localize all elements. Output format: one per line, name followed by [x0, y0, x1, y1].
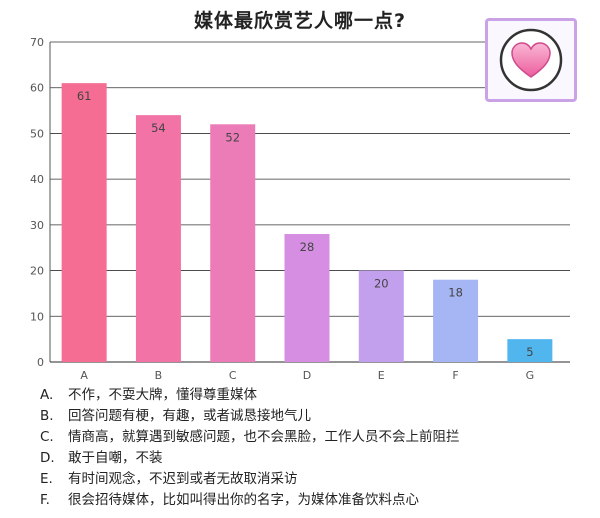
legend-letter: D.: [40, 450, 55, 466]
y-tick-label: 50: [30, 127, 44, 140]
legend-text: 有时间观念，不迟到或者无故取消采访: [68, 471, 298, 487]
bar-a: [61, 83, 107, 363]
legend-item-d: D. 敢于自嘲，不装: [40, 448, 595, 469]
chart-title: 媒体最欣赏艺人哪一点?: [193, 10, 407, 32]
bar-c: [210, 124, 256, 363]
legend-item-b: B. 回答问题有梗，有趣，或者诚恳接地气儿: [40, 406, 595, 427]
y-tick-label: 60: [30, 82, 44, 95]
legend-text: 不作，不耍大牌，懂得尊重媒体: [68, 387, 257, 403]
bar-value-label: 54: [151, 121, 166, 135]
x-tick-label: B: [155, 369, 163, 382]
y-tick-label: 70: [30, 36, 44, 49]
x-tick-label: E: [378, 369, 385, 382]
bar-chart: 0 10 20 30 40 50 60 70 61 A 54 B 52 C 28 D 20 E 18 F 5 G: [30, 36, 570, 382]
x-tick-label: A: [80, 369, 88, 382]
legend-letter: B.: [40, 408, 54, 424]
y-tick-label: 0: [37, 356, 44, 369]
bar-value-label: 5: [526, 345, 533, 359]
bar-value-label: 52: [225, 130, 240, 144]
legend-text: 回答问题有梗，有趣，或者诚恳接地气儿: [68, 408, 311, 424]
bar-value-label: 18: [448, 286, 463, 300]
legend-letter: A.: [40, 387, 54, 403]
x-tick-label: G: [526, 369, 535, 382]
legend-letter: E.: [40, 471, 53, 487]
legend-item-f: F. 很会招待媒体，比如叫得出你的名字，为媒体准备饮料点心: [40, 490, 595, 511]
y-tick-label: 10: [30, 310, 44, 323]
bar-value-label: 20: [374, 277, 389, 291]
legend-item-e: E. 有时间观念，不迟到或者无故取消采访: [40, 469, 595, 490]
bar-d: [284, 234, 330, 362]
legend-item-c: C. 情商高，就算遇到敏感问题，也不会黑脸，工作人员不会上前阻拦: [40, 427, 595, 448]
heart-icon: [499, 28, 563, 92]
legend-letter: C.: [40, 429, 54, 445]
bar-value-label: 61: [77, 89, 92, 103]
y-tick-label: 40: [30, 173, 44, 186]
legend-letter: F.: [40, 492, 50, 508]
legend-text: 情商高，就算遇到敏感问题，也不会黑脸，工作人员不会上前阻拦: [68, 429, 460, 445]
category-legend: A. 不作，不耍大牌，懂得尊重媒体 B. 回答问题有梗，有趣，或者诚恳接地气儿 C.…: [40, 385, 595, 511]
x-tick-label: C: [229, 369, 237, 382]
legend-text: 敢于自嘲，不装: [68, 450, 163, 466]
y-tick-label: 20: [30, 265, 44, 278]
y-tick-label: 30: [30, 219, 44, 232]
heart-badge: [485, 18, 577, 102]
legend-item-a: A. 不作，不耍大牌，懂得尊重媒体: [40, 385, 595, 406]
legend-text: 很会招待媒体，比如叫得出你的名字，为媒体准备饮料点心: [68, 492, 419, 508]
bar-g: [507, 339, 553, 362]
bar-b: [135, 115, 181, 363]
bar-value-label: 28: [300, 240, 315, 254]
x-tick-label: D: [303, 369, 311, 382]
bar-f: [433, 279, 479, 362]
bar-e: [358, 270, 404, 362]
x-tick-label: F: [452, 369, 458, 382]
